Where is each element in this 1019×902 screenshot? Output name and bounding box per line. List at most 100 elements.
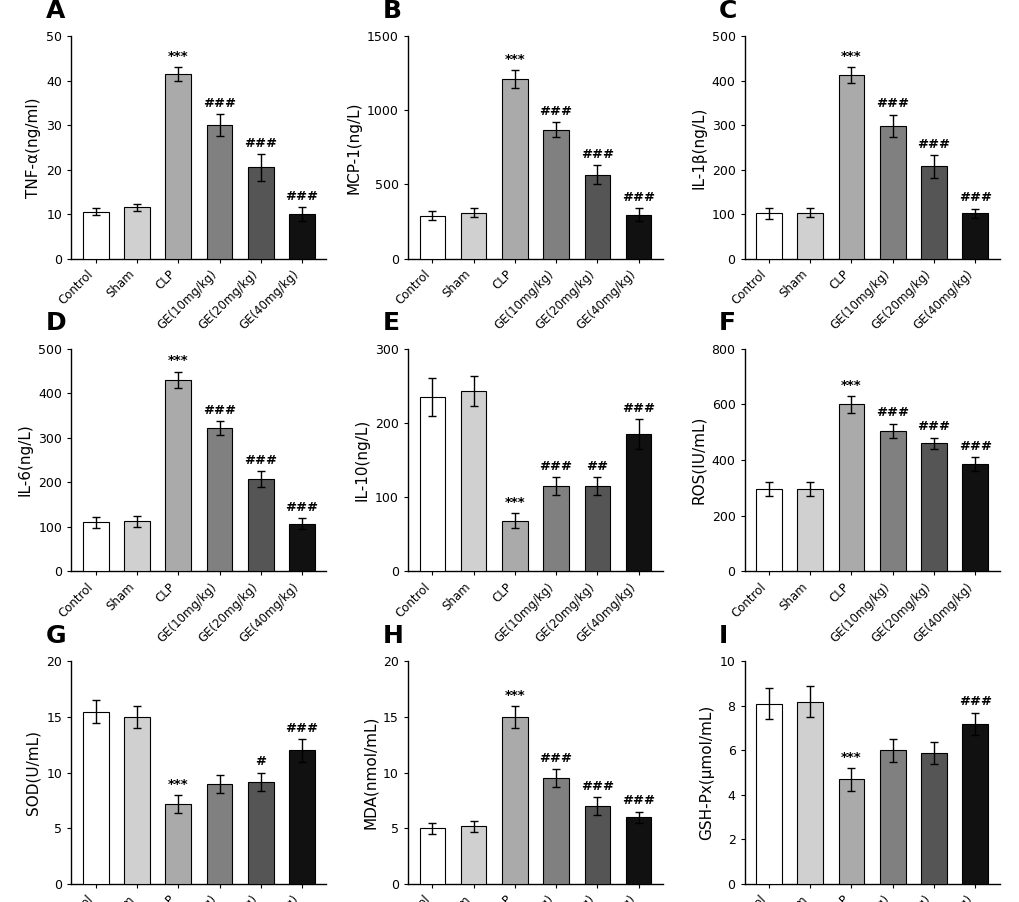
Bar xyxy=(501,79,527,259)
Y-axis label: TNF-α(ng/ml): TNF-α(ng/ml) xyxy=(25,97,41,198)
Text: ###: ### xyxy=(285,722,318,735)
Bar xyxy=(838,779,863,884)
Text: ###: ### xyxy=(285,501,318,514)
Text: H: H xyxy=(382,624,403,648)
Text: ###: ### xyxy=(580,779,613,793)
Text: ***: *** xyxy=(841,50,861,63)
Y-axis label: SOD(U/mL): SOD(U/mL) xyxy=(25,731,41,815)
Y-axis label: MDA(nmol/mL): MDA(nmol/mL) xyxy=(362,716,377,830)
Bar xyxy=(755,213,781,259)
Bar xyxy=(165,804,191,884)
Bar xyxy=(543,486,569,571)
Bar xyxy=(165,380,191,571)
Bar xyxy=(543,130,569,259)
Bar xyxy=(838,404,863,571)
Text: ###: ### xyxy=(203,97,235,109)
Y-axis label: MCP-1(ng/L): MCP-1(ng/L) xyxy=(346,101,361,194)
Text: G: G xyxy=(46,624,66,648)
Bar xyxy=(207,784,232,884)
Bar xyxy=(289,214,315,259)
Text: ***: *** xyxy=(841,750,861,764)
Y-axis label: ROS(IU/mL): ROS(IU/mL) xyxy=(690,416,705,504)
Y-axis label: IL-1β(ng/L): IL-1β(ng/L) xyxy=(690,106,705,189)
Bar xyxy=(124,207,150,259)
Bar xyxy=(838,75,863,259)
Bar xyxy=(461,826,486,884)
Bar xyxy=(419,216,444,259)
Text: ***: *** xyxy=(168,778,189,790)
Bar xyxy=(920,444,946,571)
Text: ###: ### xyxy=(622,401,654,415)
Text: I: I xyxy=(718,624,728,648)
Bar xyxy=(207,428,232,571)
Text: ***: *** xyxy=(504,52,525,66)
Text: ###: ### xyxy=(244,136,277,150)
Text: ###: ### xyxy=(203,404,235,417)
Bar xyxy=(124,521,150,571)
Bar xyxy=(584,175,609,259)
Bar xyxy=(289,750,315,884)
Text: ###: ### xyxy=(875,407,908,419)
Bar xyxy=(248,479,273,571)
Bar xyxy=(461,213,486,259)
Y-axis label: IL-10(ng/L): IL-10(ng/L) xyxy=(355,419,369,502)
Bar xyxy=(83,712,108,884)
Text: ###: ### xyxy=(244,454,277,466)
Bar xyxy=(419,828,444,884)
Text: D: D xyxy=(46,311,66,336)
Bar xyxy=(501,520,527,571)
Bar xyxy=(755,704,781,884)
Bar xyxy=(461,391,486,571)
Bar xyxy=(83,522,108,571)
Bar xyxy=(797,702,822,884)
Bar xyxy=(584,806,609,884)
Text: ***: *** xyxy=(504,688,525,702)
Text: ##: ## xyxy=(586,460,607,473)
Bar xyxy=(248,168,273,259)
Bar xyxy=(962,723,987,884)
Text: ###: ### xyxy=(285,190,318,203)
Text: E: E xyxy=(382,311,399,336)
Bar xyxy=(543,778,569,884)
Bar xyxy=(289,524,315,571)
Text: ###: ### xyxy=(875,97,908,110)
Text: ###: ### xyxy=(539,460,572,473)
Bar xyxy=(797,213,822,259)
Bar xyxy=(962,465,987,571)
Text: ###: ### xyxy=(580,148,613,161)
Text: ###: ### xyxy=(916,138,950,151)
Bar xyxy=(879,431,905,571)
Text: #: # xyxy=(255,755,266,769)
Y-axis label: GSH-Px(μmol/mL): GSH-Px(μmol/mL) xyxy=(698,705,713,841)
Text: ###: ### xyxy=(916,420,950,433)
Bar xyxy=(248,782,273,884)
Bar xyxy=(626,817,651,884)
Text: A: A xyxy=(46,0,65,23)
Bar xyxy=(584,486,609,571)
Text: ***: *** xyxy=(841,379,861,391)
Bar xyxy=(501,717,527,884)
Text: B: B xyxy=(382,0,401,23)
Bar xyxy=(879,750,905,884)
Text: ###: ### xyxy=(622,794,654,807)
Bar xyxy=(797,489,822,571)
Text: ###: ### xyxy=(958,191,990,204)
Bar xyxy=(83,212,108,259)
Text: C: C xyxy=(718,0,737,23)
Y-axis label: IL-6(ng/L): IL-6(ng/L) xyxy=(17,424,33,496)
Bar xyxy=(626,215,651,259)
Bar xyxy=(920,167,946,259)
Text: ###: ### xyxy=(622,190,654,204)
Bar xyxy=(755,489,781,571)
Bar xyxy=(207,125,232,259)
Text: ***: *** xyxy=(168,50,189,63)
Bar xyxy=(165,74,191,259)
Text: ###: ### xyxy=(539,752,572,765)
Text: ###: ### xyxy=(958,695,990,708)
Text: ***: *** xyxy=(168,354,189,367)
Bar xyxy=(419,397,444,571)
Text: F: F xyxy=(718,311,736,336)
Bar xyxy=(879,126,905,259)
Text: ***: *** xyxy=(504,496,525,509)
Bar xyxy=(962,213,987,259)
